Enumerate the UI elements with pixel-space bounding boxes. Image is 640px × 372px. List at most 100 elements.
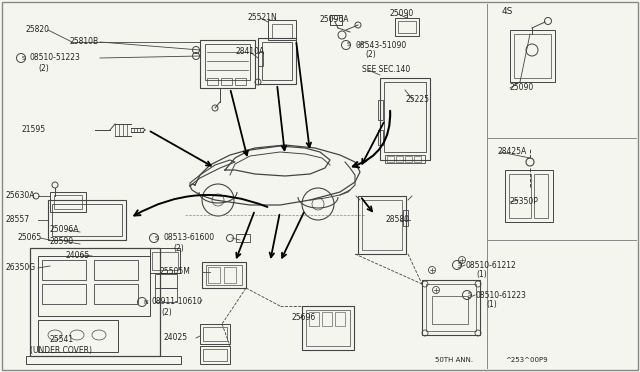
Text: (1): (1) bbox=[476, 270, 487, 279]
Bar bbox=[362, 200, 402, 250]
Bar bbox=[262, 42, 292, 80]
Bar bbox=[52, 204, 122, 236]
Bar bbox=[258, 38, 296, 84]
Bar bbox=[202, 262, 246, 288]
Bar bbox=[514, 34, 551, 78]
Bar bbox=[432, 296, 468, 324]
Bar bbox=[335, 312, 345, 326]
Bar bbox=[306, 310, 350, 346]
Text: (2): (2) bbox=[161, 308, 172, 317]
Text: 25810B: 25810B bbox=[70, 38, 99, 46]
Bar bbox=[200, 324, 230, 344]
Text: S: S bbox=[155, 235, 159, 241]
Bar bbox=[403, 210, 408, 226]
Bar bbox=[396, 156, 403, 162]
Text: S: S bbox=[458, 263, 462, 267]
Bar bbox=[54, 195, 82, 209]
Bar bbox=[330, 15, 342, 25]
Bar bbox=[426, 284, 476, 331]
Text: ^253^00P9: ^253^00P9 bbox=[505, 357, 548, 363]
Bar bbox=[258, 52, 263, 66]
Text: 25820: 25820 bbox=[25, 26, 49, 35]
Text: 25090: 25090 bbox=[510, 83, 534, 93]
Bar bbox=[510, 30, 555, 82]
Bar bbox=[322, 312, 332, 326]
Bar bbox=[398, 21, 416, 33]
Bar bbox=[358, 196, 406, 254]
Bar bbox=[385, 155, 425, 163]
Bar bbox=[378, 130, 383, 145]
Bar bbox=[272, 24, 292, 38]
Text: SEE SEC.140: SEE SEC.140 bbox=[362, 65, 410, 74]
Bar bbox=[505, 170, 553, 222]
Bar bbox=[235, 78, 246, 85]
Bar bbox=[384, 82, 426, 152]
Text: S: S bbox=[468, 292, 472, 298]
Text: 25225: 25225 bbox=[405, 96, 429, 105]
Bar bbox=[236, 234, 250, 242]
Text: 4S: 4S bbox=[502, 7, 513, 16]
Bar bbox=[200, 346, 230, 364]
Text: S: S bbox=[22, 55, 26, 61]
Bar bbox=[208, 267, 220, 283]
Bar bbox=[380, 78, 430, 160]
Text: 25096A: 25096A bbox=[320, 16, 349, 25]
Bar bbox=[534, 174, 548, 218]
Text: 50TH ANN.: 50TH ANN. bbox=[435, 357, 473, 363]
Bar bbox=[38, 256, 150, 316]
Text: 28557: 28557 bbox=[6, 215, 30, 224]
Bar bbox=[200, 40, 255, 88]
Bar bbox=[94, 284, 138, 304]
Bar bbox=[42, 260, 86, 280]
Bar bbox=[395, 18, 419, 36]
Bar bbox=[50, 192, 86, 212]
Text: 08911-10610: 08911-10610 bbox=[151, 298, 202, 307]
Bar bbox=[48, 200, 126, 240]
Bar bbox=[203, 349, 227, 361]
Bar bbox=[224, 267, 236, 283]
Text: 21595: 21595 bbox=[22, 125, 46, 135]
Bar bbox=[26, 356, 181, 364]
Text: 08510-51223: 08510-51223 bbox=[30, 54, 81, 62]
Text: 25090: 25090 bbox=[390, 10, 414, 19]
Text: 28425A: 28425A bbox=[498, 148, 527, 157]
Bar bbox=[94, 260, 138, 280]
Text: 25630A: 25630A bbox=[6, 192, 35, 201]
Bar bbox=[509, 174, 531, 218]
Text: 25096A: 25096A bbox=[50, 225, 79, 234]
Bar bbox=[422, 280, 480, 335]
Bar bbox=[309, 312, 319, 326]
Bar bbox=[155, 274, 177, 288]
Bar bbox=[378, 100, 383, 120]
Bar bbox=[38, 320, 118, 352]
Text: (2): (2) bbox=[38, 64, 49, 73]
Text: 24025: 24025 bbox=[164, 334, 188, 343]
Bar bbox=[150, 248, 180, 273]
Bar bbox=[207, 78, 218, 85]
Text: 28410A: 28410A bbox=[236, 48, 265, 57]
Text: (1): (1) bbox=[486, 301, 497, 310]
Text: 28580: 28580 bbox=[385, 215, 409, 224]
Text: 24065: 24065 bbox=[65, 250, 89, 260]
Text: 25521N: 25521N bbox=[248, 13, 278, 22]
Text: (UNDER COVER): (UNDER COVER) bbox=[30, 346, 92, 355]
Text: 25696: 25696 bbox=[292, 314, 316, 323]
Bar bbox=[221, 78, 232, 85]
Bar bbox=[42, 284, 86, 304]
Text: 25065: 25065 bbox=[18, 234, 42, 243]
Bar bbox=[387, 156, 394, 162]
Text: S: S bbox=[347, 42, 351, 48]
Text: 28590: 28590 bbox=[50, 237, 74, 247]
Text: 26350G: 26350G bbox=[6, 263, 36, 273]
Bar bbox=[414, 156, 421, 162]
Bar bbox=[405, 156, 412, 162]
Bar bbox=[205, 44, 250, 80]
Text: N: N bbox=[143, 299, 148, 305]
Bar bbox=[155, 288, 177, 302]
Bar bbox=[152, 252, 178, 270]
Text: 25541: 25541 bbox=[50, 336, 74, 344]
Bar bbox=[302, 306, 354, 350]
Bar bbox=[268, 20, 296, 40]
Text: 08513-61600: 08513-61600 bbox=[163, 234, 214, 243]
Text: (2): (2) bbox=[365, 51, 376, 60]
